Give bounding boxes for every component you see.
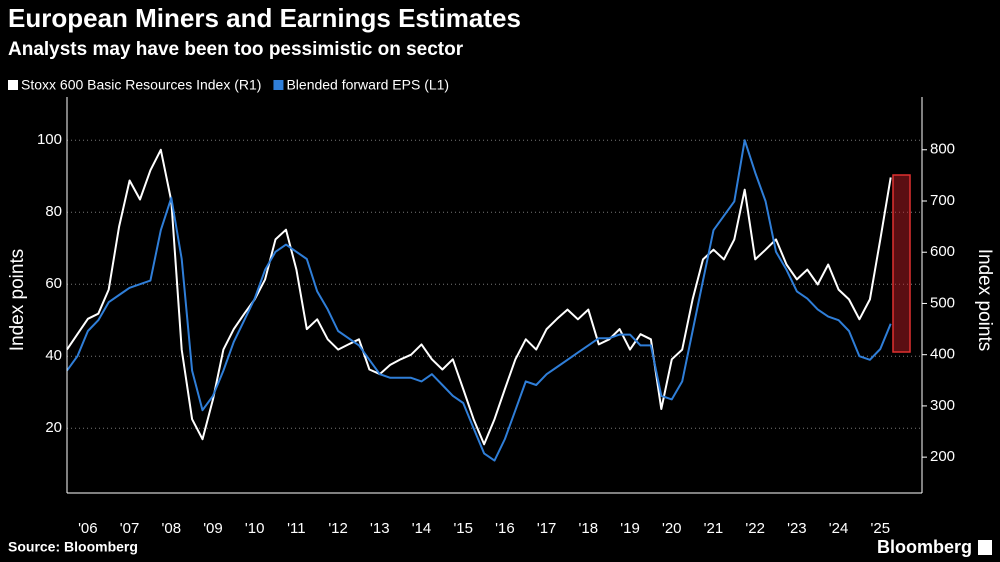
y-tick-label: 80 xyxy=(45,203,62,220)
x-tick-label: '23 xyxy=(787,520,807,537)
legend-swatch xyxy=(8,80,18,90)
chart-title: European Miners and Earnings Estimates xyxy=(8,3,521,33)
chart-subtitle: Analysts may have been too pessimistic o… xyxy=(8,39,464,60)
y2-tick-label: 800 xyxy=(930,141,955,158)
y2-tick-label: 400 xyxy=(930,346,955,363)
x-tick-label: '19 xyxy=(620,520,640,537)
legend-label: Blended forward EPS (L1) xyxy=(286,77,449,93)
x-tick-label: '16 xyxy=(495,520,515,537)
x-tick-label: '14 xyxy=(412,520,432,537)
x-tick-label: '20 xyxy=(662,520,682,537)
x-tick-label: '17 xyxy=(537,520,557,537)
brand-icon xyxy=(978,540,992,555)
y-tick-label: 60 xyxy=(45,275,62,292)
x-tick-label: '11 xyxy=(287,520,305,537)
brand: Bloomberg xyxy=(877,537,972,557)
legend-swatch xyxy=(273,80,284,90)
y-axis-label: Index points xyxy=(7,249,28,351)
x-tick-label: '10 xyxy=(245,520,265,537)
y-tick-label: 40 xyxy=(45,347,62,364)
legend-label: Stoxx 600 Basic Resources Index (R1) xyxy=(21,77,261,93)
x-tick-label: '09 xyxy=(203,520,223,537)
highlight-box xyxy=(892,174,911,353)
y2-tick-label: 200 xyxy=(930,448,955,465)
x-tick-label: '08 xyxy=(161,520,181,537)
y-tick-label: 100 xyxy=(37,131,62,148)
y2-tick-label: 500 xyxy=(930,294,955,311)
series-line xyxy=(66,148,892,446)
x-tick-label: '22 xyxy=(745,520,765,537)
x-tick-label: '12 xyxy=(328,520,348,537)
y-tick-label: 20 xyxy=(45,419,62,436)
x-tick-label: '24 xyxy=(829,520,849,537)
x-tick-label: '18 xyxy=(579,520,599,537)
x-tick-label: '15 xyxy=(453,520,473,537)
x-tick-label: '06 xyxy=(78,520,98,537)
y2-axis-label: Index points xyxy=(974,249,995,351)
y2-tick-label: 300 xyxy=(930,397,955,414)
x-tick-label: '13 xyxy=(370,520,390,537)
series-line xyxy=(66,139,892,462)
y2-tick-label: 600 xyxy=(930,243,955,260)
source: Source: Bloomberg xyxy=(8,539,138,555)
x-tick-label: '25 xyxy=(871,520,891,537)
x-tick-label: '07 xyxy=(120,520,140,537)
x-tick-label: '21 xyxy=(704,520,724,537)
y2-tick-label: 700 xyxy=(930,192,955,209)
